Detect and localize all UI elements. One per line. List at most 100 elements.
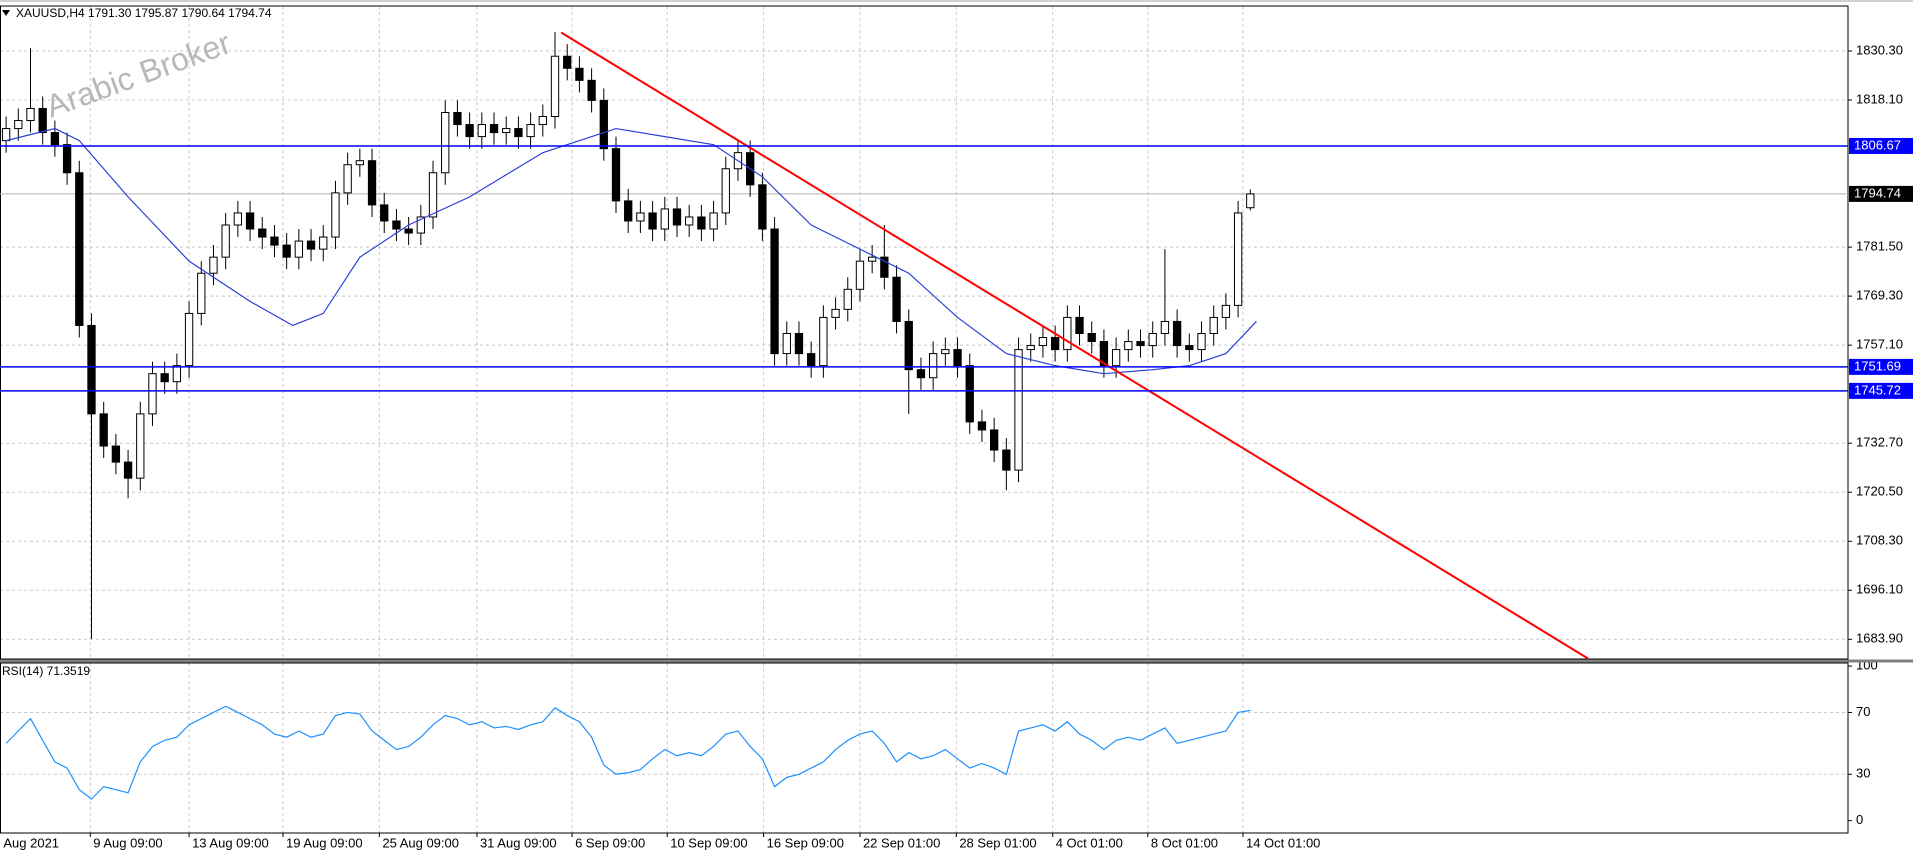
candle-body	[977, 421, 987, 431]
menu-arrow	[2, 10, 10, 16]
candle-body	[855, 260, 865, 290]
level-label: 1751.69	[1854, 358, 1901, 373]
candle-body	[709, 212, 718, 230]
x-tick-label: 14 Oct 01:00	[1246, 835, 1320, 850]
candle-body	[819, 316, 828, 367]
x-tick-label: 28 Sep 01:00	[959, 835, 1036, 850]
y-tick-label: 1683.90	[1856, 631, 1903, 646]
symbol-header: XAUUSD,H4 1791.30 1795.87 1790.64 1794.7…	[16, 6, 272, 20]
candle-body	[1026, 345, 1035, 351]
candle-body	[1185, 345, 1194, 351]
candle-body	[1050, 337, 1060, 351]
candle-body	[209, 256, 218, 274]
candle-body	[197, 272, 206, 314]
candle-body	[989, 429, 999, 451]
candle-body	[563, 55, 572, 69]
level-tag	[1849, 358, 1913, 375]
level-label: 1806.67	[1854, 137, 1901, 152]
candle-body	[648, 212, 657, 230]
y-tick-label: 1696.10	[1856, 582, 1903, 597]
candle-body	[441, 111, 450, 174]
candle-body	[1002, 449, 1011, 471]
candle-body	[624, 200, 633, 222]
candle-body	[1087, 333, 1096, 343]
candle-body	[160, 373, 169, 383]
x-tick-label: 25 Aug 09:00	[382, 835, 459, 850]
rsi-title: RSI(14) 71.3519	[2, 664, 90, 678]
rsi-tick-label: 70	[1856, 704, 1870, 719]
candle-body	[14, 120, 23, 130]
main-panel: 1683.90 1696.10 1708.30 1720.50 1732.70 1757.…	[0, 5, 1913, 850]
candle-body	[38, 107, 47, 134]
y-tick-label: 1818.10	[1856, 91, 1903, 106]
candle-body	[953, 349, 962, 367]
candle-body	[867, 256, 877, 262]
y-tick-label: 1830.30	[1856, 42, 1903, 57]
candle-body	[319, 236, 328, 250]
candle-body	[1233, 212, 1243, 306]
candle-body	[184, 312, 194, 367]
plot-frame	[0, 5, 1849, 660]
candle-body	[758, 184, 767, 230]
candle-body	[1, 128, 11, 142]
y-tick-label: 1781.50	[1856, 239, 1903, 254]
candle-body	[1209, 316, 1218, 335]
candle-body	[111, 445, 121, 463]
candle-body	[50, 132, 60, 146]
candle-body	[1124, 341, 1133, 351]
candle-body	[294, 240, 304, 258]
candle-body	[136, 413, 145, 479]
price-tag	[1849, 185, 1913, 202]
candle-body	[1160, 320, 1170, 335]
candle-body	[355, 160, 365, 166]
candle-body	[1111, 349, 1121, 367]
candle-body	[416, 216, 425, 234]
candle-body	[221, 224, 230, 258]
y-tick-label: 1769.30	[1856, 288, 1903, 303]
x-tick-label: 13 Aug 09:00	[192, 835, 269, 850]
candle-body	[306, 240, 316, 250]
rsi-tick-label: 0	[1856, 812, 1863, 827]
candle-body	[965, 365, 974, 423]
candle-body	[599, 99, 608, 150]
candle-body	[477, 124, 486, 138]
current-price-label: 1794.74	[1854, 185, 1901, 200]
candle-body	[75, 172, 84, 326]
candle-body	[26, 107, 35, 122]
level-tag	[1849, 137, 1913, 154]
candle-body	[1148, 333, 1157, 347]
candle-body	[672, 208, 682, 226]
candle-body	[880, 256, 889, 278]
y-tick-label: 1708.30	[1856, 533, 1903, 548]
candle-body	[465, 124, 474, 138]
candle-body	[550, 55, 560, 118]
candle-body	[807, 353, 816, 367]
candle-body	[428, 172, 438, 218]
candle-body	[404, 228, 413, 234]
level-label: 1745.72	[1854, 382, 1901, 397]
candle-body	[343, 164, 352, 194]
y-tick-label: 1757.10	[1856, 337, 1903, 352]
candle-body	[916, 369, 926, 379]
candle-body	[489, 124, 499, 134]
candle-body	[1099, 341, 1109, 367]
candle-body	[770, 228, 779, 355]
candle-body	[87, 324, 96, 415]
candle-body	[685, 216, 694, 226]
candle-body	[1172, 320, 1182, 347]
moving-average	[5, 127, 1257, 375]
x-tick-label: 16 Sep 09:00	[767, 835, 844, 850]
candle-body	[502, 128, 511, 134]
candle-body	[62, 144, 72, 174]
trendline	[560, 31, 1589, 660]
rsi-frame	[0, 662, 1849, 834]
candle-body	[843, 288, 852, 310]
candle-body	[831, 308, 840, 318]
candle-body	[526, 124, 535, 138]
candle-body	[782, 333, 791, 355]
candle-body	[380, 204, 389, 222]
candle-body	[233, 212, 243, 226]
candle-body	[1038, 337, 1048, 347]
